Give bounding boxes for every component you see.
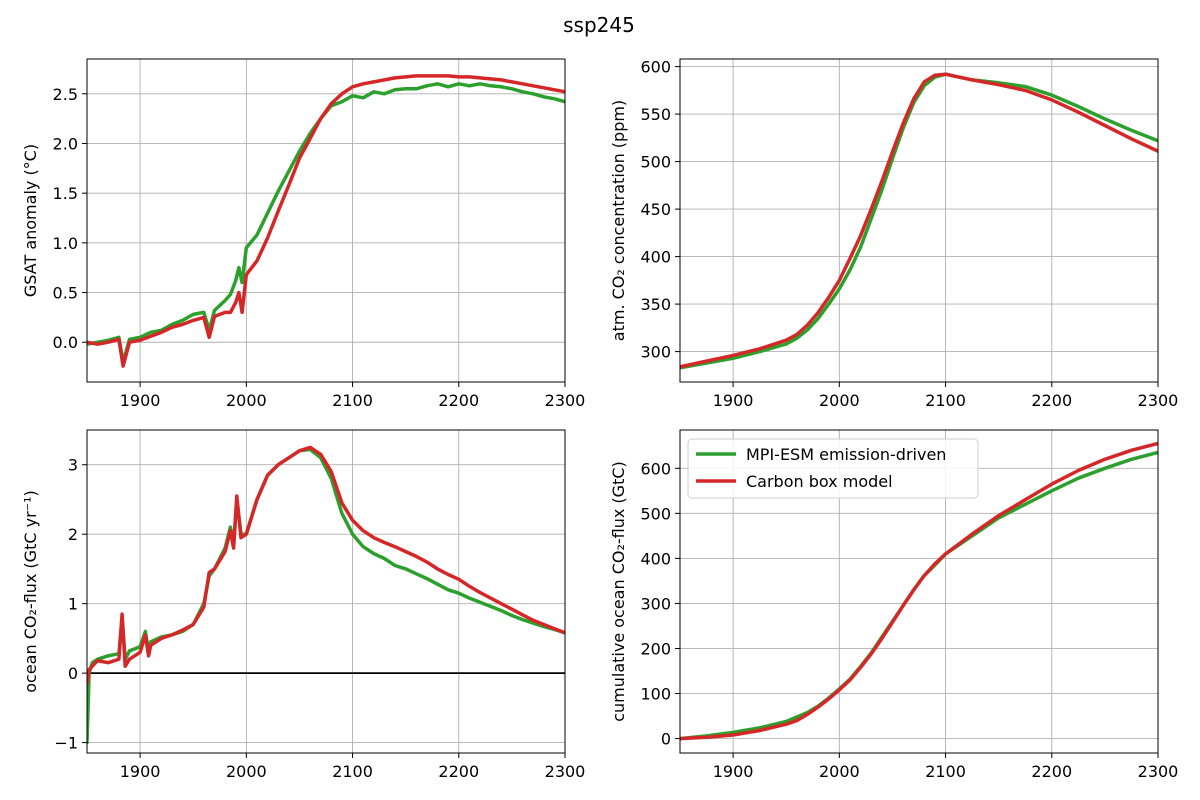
legend-label: Carbon box model xyxy=(746,472,893,491)
series-line-carbon-box xyxy=(680,72,1158,369)
series-line-carbon-box xyxy=(87,445,565,686)
y-tick-label: 3 xyxy=(68,456,78,475)
series-group-flux xyxy=(87,445,565,745)
y-tick-label: 400 xyxy=(640,248,671,267)
series-line-mpi-esm xyxy=(87,82,565,364)
series-line-carbon-box xyxy=(87,74,565,368)
series-group-gsat xyxy=(87,74,565,368)
y-tick-label: 600 xyxy=(640,58,671,77)
panels: 1900 2000 2100 2200 23000.00.51.01.52.02.5GS… xyxy=(21,58,1178,781)
panel-co2: 1900 2000 2100 2200 2300 300 350 400 450 500 550 60… xyxy=(609,58,1178,410)
y-tick-label: 450 xyxy=(640,200,671,219)
y-tick-label: 0 xyxy=(68,664,78,683)
x-tick-label: 1900 xyxy=(120,762,161,781)
x-tick-label: 2200 xyxy=(1031,391,1072,410)
y-tick-label: 2.0 xyxy=(53,134,78,153)
y-axis-label: atm. CO₂ concentration (ppm) xyxy=(609,100,628,341)
y-tick-label: 1.5 xyxy=(53,184,78,203)
legend-box xyxy=(687,438,979,499)
axes-frame xyxy=(679,429,1159,754)
legend-label: MPI-ESM emission-driven xyxy=(746,445,946,464)
series-group-co2 xyxy=(680,72,1158,370)
x-tick-label: 1900 xyxy=(713,762,754,781)
x-tick-label: 2200 xyxy=(438,391,479,410)
x-tick-label: 2000 xyxy=(819,762,860,781)
axes-frame xyxy=(86,58,566,383)
panel-gsat: 1900 2000 2100 2200 2300 0.0 0.5 1.0 1.5 2.0 2.5 GS… xyxy=(21,58,586,410)
series-group-cumflux xyxy=(680,441,1158,741)
y-tick-label: 100 xyxy=(640,685,671,704)
y-tick-label: 0 xyxy=(661,730,671,749)
x-tick-label: 2300 xyxy=(545,762,586,781)
legend: MPI-ESM emission-driven Carbon box model xyxy=(687,438,979,499)
x-tick-label: 2100 xyxy=(332,391,373,410)
grid-co2 xyxy=(680,59,1159,382)
y-axis-label: cumulative ocean CO₂-flux (GtC) xyxy=(609,461,628,722)
figure-title: ssp245 xyxy=(563,13,635,37)
x-tick-label: 2000 xyxy=(819,391,860,410)
y-tick-label: 600 xyxy=(640,459,671,478)
series-line-mpi-esm xyxy=(680,72,1158,370)
y-tick-label: 350 xyxy=(640,295,671,314)
y-tick-label: 1 xyxy=(68,595,78,614)
y-tick-label: 1.0 xyxy=(53,234,78,253)
series-line-mpi-esm xyxy=(87,447,565,745)
x-tick-label: 2300 xyxy=(545,391,586,410)
y-tick-label: 400 xyxy=(640,549,671,568)
axes-frame xyxy=(86,429,566,754)
y-tick-label: 300 xyxy=(640,343,671,362)
x-tick-label: 2200 xyxy=(438,762,479,781)
y-tick-label: 500 xyxy=(640,153,671,172)
panel-cumflux: 1900 2000 2100 2200 2300 0 100 200 300 400 500 600 c… xyxy=(609,429,1179,781)
x-tick-label: 2000 xyxy=(226,391,267,410)
y-tick-label: 2 xyxy=(68,525,78,544)
x-tick-label: 2100 xyxy=(332,762,373,781)
x-tick-label: 1900 xyxy=(713,391,754,410)
y-tick-label: 550 xyxy=(640,105,671,124)
axes-frame xyxy=(679,58,1159,383)
x-tick-label: 2300 xyxy=(1138,391,1179,410)
y-tick-label: 200 xyxy=(640,639,671,658)
y-tick-label: 500 xyxy=(640,504,671,523)
panel-flux: 1900 2000 2100 2200 2300 −1 0 1 2 3 ocean CO₂-flux… xyxy=(21,429,586,781)
y-tick-label: 300 xyxy=(640,594,671,613)
x-tick-label: 2300 xyxy=(1138,762,1179,781)
x-tick-label: 2200 xyxy=(1031,762,1072,781)
x-tick-label: 2100 xyxy=(925,762,966,781)
y-tick-label: 0.5 xyxy=(53,284,78,303)
y-axis-label: ocean CO₂-flux (GtC yr⁻¹) xyxy=(21,490,40,693)
y-axis-label: GSAT anomaly (°C) xyxy=(21,144,40,297)
grid-flux xyxy=(87,430,566,753)
y-tick-label: 0.0 xyxy=(53,333,78,352)
y-tick-label: 2.5 xyxy=(53,85,78,104)
series-line-carbon-box xyxy=(680,441,1158,741)
x-tick-label: 1900 xyxy=(120,391,161,410)
y-tick-label: −1 xyxy=(54,734,78,753)
x-tick-label: 2000 xyxy=(226,762,267,781)
x-tick-label: 2100 xyxy=(925,391,966,410)
